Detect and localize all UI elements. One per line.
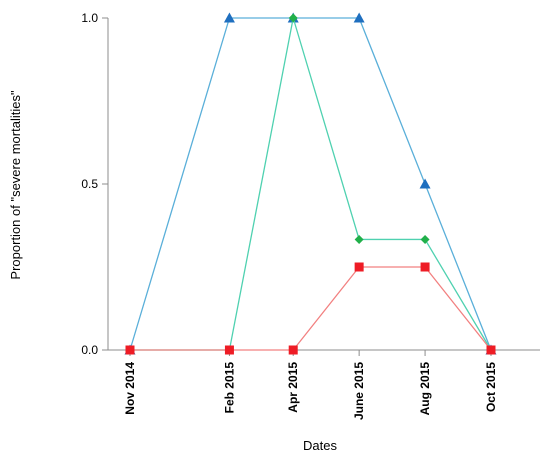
data-point-square — [224, 345, 234, 355]
series-square — [125, 262, 496, 355]
y-axis-title: Proportion of "severe mortalities" — [8, 90, 23, 280]
data-point-square — [486, 345, 496, 355]
series-line — [130, 266, 492, 351]
data-point-square — [125, 345, 135, 355]
data-point-square — [288, 345, 298, 355]
data-point-square — [420, 262, 430, 272]
y-tick-label: 1.0 — [81, 11, 98, 25]
x-tick-label: Aug 2015 — [418, 362, 432, 416]
x-tick-label: June 2015 — [352, 362, 366, 420]
x-tick-label: Apr 2015 — [286, 362, 300, 413]
x-tick-label: Oct 2015 — [484, 362, 498, 412]
data-point-diamond — [354, 234, 364, 244]
series-triangle — [124, 12, 497, 355]
data-point-square — [354, 262, 364, 272]
y-tick-label: 0.0 — [81, 343, 98, 357]
data-point-diamond — [288, 13, 298, 23]
data-point-triangle — [419, 178, 431, 189]
axes: 0.0 0.5 1.0 Nov 2014 Feb 2015 Apr 2015 June 20… — [81, 11, 540, 420]
y-tick-label: 0.5 — [81, 177, 98, 191]
series-layer — [124, 12, 497, 355]
x-axis-title: Dates — [303, 438, 337, 453]
data-point-diamond — [420, 234, 430, 244]
data-point-triangle — [223, 12, 235, 23]
x-tick-label: Nov 2014 — [123, 362, 137, 415]
series-line — [130, 17, 492, 351]
series-line — [129, 17, 492, 351]
series-diamond — [125, 13, 496, 355]
x-tick-label: Feb 2015 — [222, 362, 236, 414]
data-point-triangle — [353, 12, 365, 23]
